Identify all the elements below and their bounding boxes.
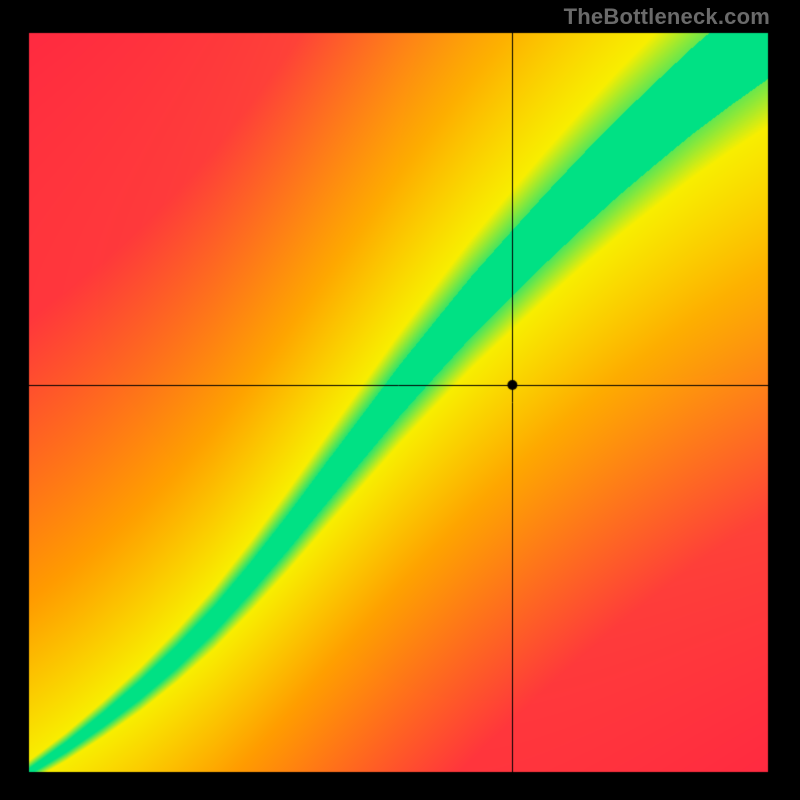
chart-container: TheBottleneck.com [0,0,800,800]
bottleneck-heatmap [0,0,800,800]
watermark-text: TheBottleneck.com [564,4,770,30]
